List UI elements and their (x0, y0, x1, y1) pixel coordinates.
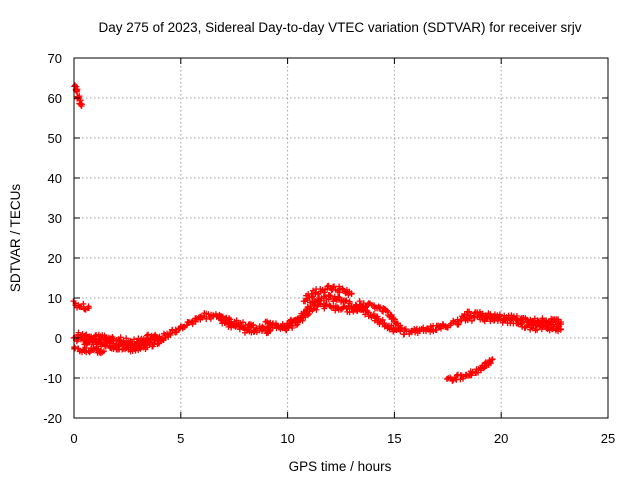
y-tick-label: 70 (48, 51, 62, 66)
x-tick-label: 15 (387, 431, 401, 446)
series-scatter-band-8 (459, 309, 564, 328)
x-tick-label: 5 (177, 431, 184, 446)
x-axis-ticks: 0 5 10 15 20 25 (70, 58, 615, 446)
sdtvar-chart: Day 275 of 2023, Sidereal Day-to-day VTE… (0, 0, 640, 480)
x-tick-label: 0 (70, 431, 77, 446)
y-tick-label: 20 (48, 251, 62, 266)
x-tick-label: 25 (601, 431, 615, 446)
x-tick-label: 20 (494, 431, 508, 446)
series-negative-arc (444, 356, 496, 384)
y-tick-label: 30 (48, 211, 62, 226)
y-tick-label: 10 (48, 291, 62, 306)
x-tick-label: 10 (280, 431, 294, 446)
y-tick-label: -10 (43, 371, 62, 386)
y-tick-label: -20 (43, 411, 62, 426)
data-points (70, 82, 564, 384)
plot-frame (74, 58, 608, 418)
x-axis-label: GPS time / hours (289, 459, 392, 474)
y-tick-label: 60 (48, 91, 62, 106)
series-early-high-arc (71, 82, 85, 109)
y-tick-label: 0 (55, 331, 62, 346)
y-axis-label: SDTVAR / TECUs (8, 184, 23, 293)
y-tick-label: 40 (48, 171, 62, 186)
chart-title: Day 275 of 2023, Sidereal Day-to-day VTE… (99, 20, 582, 35)
y-axis-ticks: -20 -10 0 10 20 30 40 50 60 70 (43, 51, 608, 426)
grid (74, 58, 608, 418)
y-tick-label: 50 (48, 131, 62, 146)
